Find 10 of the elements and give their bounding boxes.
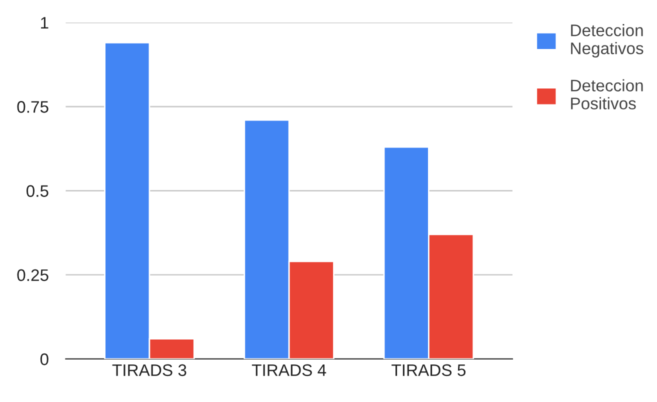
legend-label: Deteccion Positivos (571, 79, 643, 110)
y-tick-label: 0.75 (17, 101, 48, 113)
y-tick-label: 0.25 (17, 269, 48, 282)
legend-label: Deteccion Negativos (571, 24, 644, 58)
x-tick-label: TIRADS 4 (252, 364, 326, 376)
y-tick-label: 1 (41, 17, 48, 29)
y-tick-label: 0 (40, 353, 48, 366)
y-tick-label: 0.5 (26, 185, 48, 197)
x-tick-label: TIRADS 3 (112, 364, 186, 376)
x-tick-label: TIRADS 5 (392, 364, 466, 376)
